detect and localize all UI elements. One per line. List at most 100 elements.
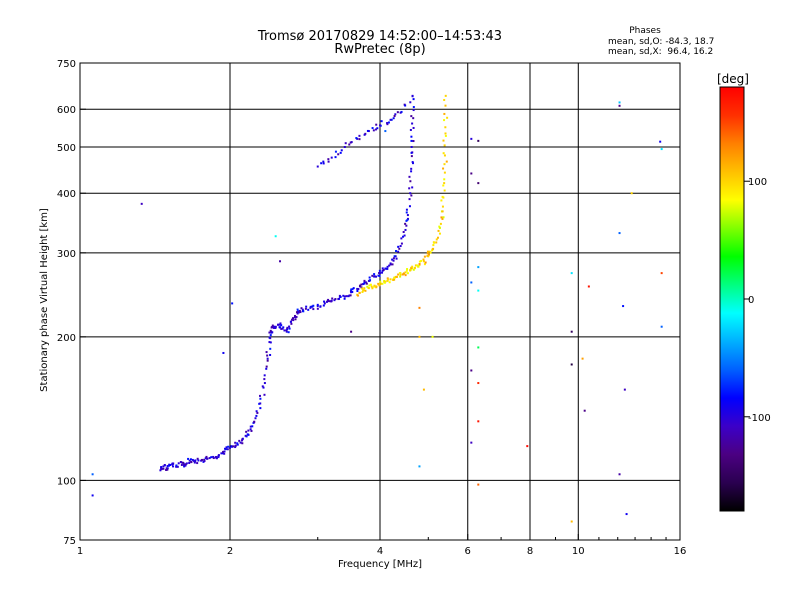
data-point-scattered-10 — [418, 335, 421, 338]
data-point-o_mode-46-fill-5 — [395, 257, 398, 260]
y-tick-label-1: 100 — [57, 476, 76, 487]
data-point-o_mode-58-fill-1 — [375, 123, 378, 126]
data-point-o_mode-22-fill-4 — [269, 347, 272, 350]
data-point-scattered-30 — [570, 363, 573, 366]
data-point-o_mode-23-fill-3 — [269, 334, 272, 337]
data-point-x_mode-9-fill-2 — [406, 272, 409, 275]
data-point-o_mode-23 — [268, 341, 271, 344]
data-point-o_mode-42-fill-2 — [368, 276, 371, 279]
data-point-o_mode-59-fill-5 — [358, 138, 361, 141]
data-point-x_mode-5-fill-2 — [386, 277, 389, 280]
data-point-x_mode-14-fill-1 — [426, 252, 429, 255]
data-point-x_mode-6-fill-2 — [392, 278, 395, 281]
data-point-o_mode-61-fill-4 — [334, 150, 337, 153]
y-tick-label-7: 750 — [57, 59, 76, 70]
data-point-scattered-42 — [630, 192, 633, 195]
data-point-o_mode-8-fill-4 — [196, 457, 199, 460]
data-point-o_mode-13-fill-2 — [224, 447, 227, 450]
data-point-o_mode-12 — [217, 454, 220, 457]
data-point-o_mode-26 — [277, 323, 280, 326]
data-point-o_mode-4-fill-5 — [180, 463, 183, 466]
data-point-o_mode-61-fill-3 — [337, 153, 340, 156]
data-point-x_mode-19-fill-3 — [442, 167, 445, 170]
data-point-o_mode-9-fill-1 — [201, 458, 204, 461]
data-point-o_mode-33 — [309, 306, 312, 309]
data-point-x_mode-2 — [367, 287, 370, 290]
data-point-x_mode-4-fill-2 — [379, 280, 382, 283]
data-point-x_mode-17 — [439, 222, 442, 225]
data-point-o_mode-51-fill-2 — [411, 186, 414, 189]
data-point-o_mode-8-fill-3 — [196, 462, 199, 465]
data-point-scattered-43 — [659, 140, 662, 143]
data-point-scattered-18 — [470, 441, 473, 444]
data-point-o_mode-59-fill-3 — [363, 133, 366, 136]
data-point-x_mode-17-fill-2 — [442, 216, 445, 219]
data-point-o_mode-33-fill-4 — [312, 304, 315, 307]
data-point-o_mode-43-fill-2 — [375, 275, 378, 278]
data-point-x_mode-18 — [441, 205, 444, 208]
data-point-o_mode-62-fill-5 — [320, 162, 323, 165]
data-point-scattered-21 — [477, 266, 480, 269]
data-point-x_mode-18-fill-1 — [440, 199, 443, 202]
data-point-o_mode-11 — [212, 455, 215, 458]
data-point-o_mode-23-fill-5 — [268, 331, 271, 334]
data-point-x_mode-5 — [384, 280, 387, 283]
data-point-o_mode-10-fill-2 — [206, 457, 209, 460]
data-point-o_mode-8-fill-1 — [193, 460, 196, 463]
data-point-o_mode-15-fill-5 — [238, 439, 241, 442]
data-point-x_mode-1-fill-1 — [361, 287, 364, 290]
data-point-o_mode-17 — [244, 434, 247, 437]
data-point-x_mode-11 — [413, 266, 416, 269]
data-point-x_mode-2-fill-1 — [370, 285, 373, 288]
data-point-scattered-8 — [384, 130, 387, 133]
data-point-x_mode-11-fill-3 — [415, 264, 418, 267]
data-point-o_mode-34-fill-3 — [319, 305, 322, 308]
data-point-x_mode-6-fill-5 — [393, 277, 396, 280]
data-point-o_mode-13 — [223, 450, 226, 453]
data-point-o_mode-36-fill-2 — [331, 297, 334, 300]
data-point-o_mode-36-fill-1 — [330, 300, 333, 303]
colorbar-tick-label-1: 0 — [748, 295, 754, 306]
data-point-o_mode-3-fill-2 — [172, 465, 175, 468]
data-point-scattered-16 — [470, 281, 473, 284]
data-point-x_mode-4-fill-1 — [379, 282, 382, 285]
data-point-x_mode-9-fill-3 — [406, 268, 409, 271]
data-point-scattered-36 — [618, 101, 621, 104]
data-point-o_mode-26-fill-3 — [280, 324, 283, 327]
data-point-o_mode-35-fill-5 — [328, 300, 331, 303]
data-point-o_mode-30-fill-1 — [295, 315, 298, 318]
data-point-o_mode-10-fill-3 — [208, 457, 211, 460]
data-point-o_mode-13-fill-3 — [225, 446, 228, 449]
data-point-o_mode-5 — [180, 461, 183, 464]
data-point-x_mode-21-fill-1 — [443, 119, 446, 122]
data-point-x_mode-4-fill-4 — [381, 282, 384, 285]
data-point-o_mode-60-fill-1 — [355, 137, 358, 140]
data-point-o_mode-22-fill-5 — [269, 341, 272, 344]
data-point-o_mode-46 — [389, 262, 392, 265]
data-point-x_mode-19 — [443, 182, 446, 185]
data-point-o_mode-58-fill-3 — [374, 128, 377, 131]
data-point-x_mode-16-fill-4 — [438, 225, 441, 228]
y-axis-label: Stationary phase Virtual Height [km] — [39, 208, 50, 392]
data-point-x_mode-22 — [444, 94, 447, 97]
data-point-o_mode-6-fill-3 — [188, 461, 191, 464]
data-point-x_mode-12-fill-1 — [417, 265, 420, 268]
data-point-o_mode-31-fill-4 — [300, 307, 303, 310]
data-point-o_mode-1 — [162, 465, 165, 468]
data-point-o_mode-58-fill-2 — [376, 127, 379, 130]
data-point-o_mode-55-fill-2 — [409, 101, 412, 104]
data-point-o_mode-30-fill-3 — [293, 314, 296, 317]
data-point-o_mode-53-fill-3 — [410, 135, 413, 138]
data-point-o_mode-48-fill-3 — [402, 235, 405, 238]
data-point-o_mode-54-fill-1 — [412, 117, 415, 120]
data-point-x_mode-16-fill-1 — [436, 236, 439, 239]
data-point-x_mode-0-fill-4 — [361, 290, 364, 293]
data-point-x_mode-16-fill-3 — [437, 229, 440, 232]
data-point-o_mode-18-fill-2 — [249, 425, 252, 428]
data-point-o_mode-47-fill-3 — [398, 247, 401, 250]
data-point-o_mode-22-fill-1 — [266, 354, 269, 357]
data-point-o_mode-52-fill-1 — [412, 162, 415, 165]
data-point-x_mode-16-fill-5 — [438, 226, 441, 229]
data-point-o_mode-1-fill-5 — [165, 467, 168, 470]
chart-title: Tromsø 20170829 14:52:00–14:53:43 — [257, 29, 502, 44]
